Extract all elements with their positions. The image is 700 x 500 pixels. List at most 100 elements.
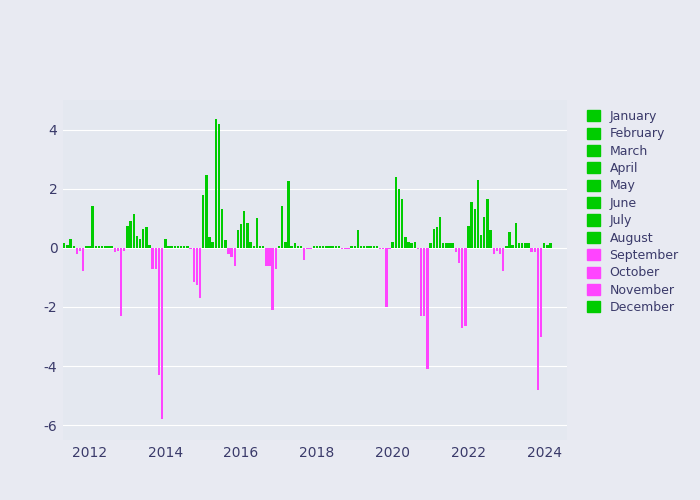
Bar [389, 248, 391, 250]
Bar [341, 248, 344, 250]
Bar [126, 226, 129, 248]
Bar [161, 248, 163, 420]
Bar [290, 246, 293, 248]
Bar [145, 227, 148, 248]
Bar [416, 248, 419, 250]
Bar [123, 248, 125, 251]
Bar [230, 248, 233, 256]
Bar [300, 246, 302, 248]
Bar [309, 248, 312, 250]
Bar [265, 248, 267, 266]
Bar [445, 244, 447, 248]
Bar [524, 244, 526, 248]
Bar [256, 218, 258, 248]
Bar [287, 182, 290, 248]
Bar [351, 246, 353, 248]
Bar [274, 248, 277, 268]
Bar [461, 248, 463, 328]
Bar [92, 206, 94, 248]
Bar [410, 244, 413, 248]
Bar [464, 248, 466, 326]
Bar [243, 211, 246, 248]
Bar [363, 246, 365, 248]
Bar [448, 244, 451, 248]
Bar [550, 244, 552, 248]
Bar [458, 248, 460, 262]
Bar [170, 246, 173, 248]
Bar [240, 224, 242, 248]
Bar [139, 239, 141, 248]
Bar [136, 236, 138, 248]
Bar [404, 238, 407, 248]
Bar [514, 222, 517, 248]
Bar [94, 246, 97, 248]
Bar [512, 245, 514, 248]
Bar [325, 246, 328, 248]
Bar [420, 248, 422, 316]
Bar [215, 119, 217, 248]
Bar [167, 246, 169, 248]
Bar [332, 246, 334, 248]
Bar [335, 246, 337, 248]
Bar [312, 246, 315, 248]
Bar [234, 248, 236, 266]
Bar [82, 248, 85, 272]
Bar [316, 246, 318, 248]
Bar [297, 246, 299, 248]
Bar [414, 242, 416, 248]
Bar [237, 230, 239, 248]
Bar [246, 222, 248, 248]
Bar [117, 248, 119, 251]
Bar [322, 246, 324, 248]
Bar [435, 227, 438, 248]
Bar [73, 246, 75, 248]
Bar [249, 242, 252, 248]
Bar [433, 228, 435, 248]
Bar [193, 248, 195, 282]
Bar [496, 248, 498, 251]
Bar [148, 245, 150, 248]
Bar [480, 234, 482, 248]
Bar [546, 245, 549, 248]
Bar [186, 246, 189, 248]
Bar [493, 248, 495, 254]
Bar [483, 217, 486, 248]
Bar [57, 212, 60, 248]
Bar [209, 238, 211, 248]
Bar [88, 246, 91, 248]
Bar [474, 210, 476, 248]
Bar [189, 248, 192, 250]
Bar [259, 246, 261, 248]
Bar [533, 248, 536, 252]
Bar [477, 180, 480, 248]
Bar [306, 248, 309, 250]
Bar [502, 248, 505, 272]
Bar [272, 248, 274, 310]
Bar [281, 206, 284, 248]
Bar [268, 248, 271, 266]
Bar [202, 194, 204, 248]
Bar [347, 248, 350, 250]
Bar [429, 244, 432, 248]
Bar [391, 242, 394, 248]
Bar [158, 248, 160, 375]
Bar [543, 244, 545, 248]
Bar [85, 246, 88, 248]
Bar [60, 233, 62, 248]
Bar [54, 132, 56, 248]
Bar [50, 221, 53, 248]
Bar [489, 230, 492, 248]
Bar [66, 245, 69, 248]
Bar [293, 244, 296, 248]
Bar [531, 248, 533, 252]
Bar [120, 248, 122, 316]
Bar [426, 248, 428, 369]
Bar [211, 242, 214, 248]
Bar [63, 244, 66, 248]
Bar [151, 248, 154, 268]
Bar [540, 248, 542, 336]
Bar [344, 248, 346, 250]
Bar [221, 210, 223, 248]
Bar [527, 244, 530, 248]
Bar [228, 248, 230, 254]
